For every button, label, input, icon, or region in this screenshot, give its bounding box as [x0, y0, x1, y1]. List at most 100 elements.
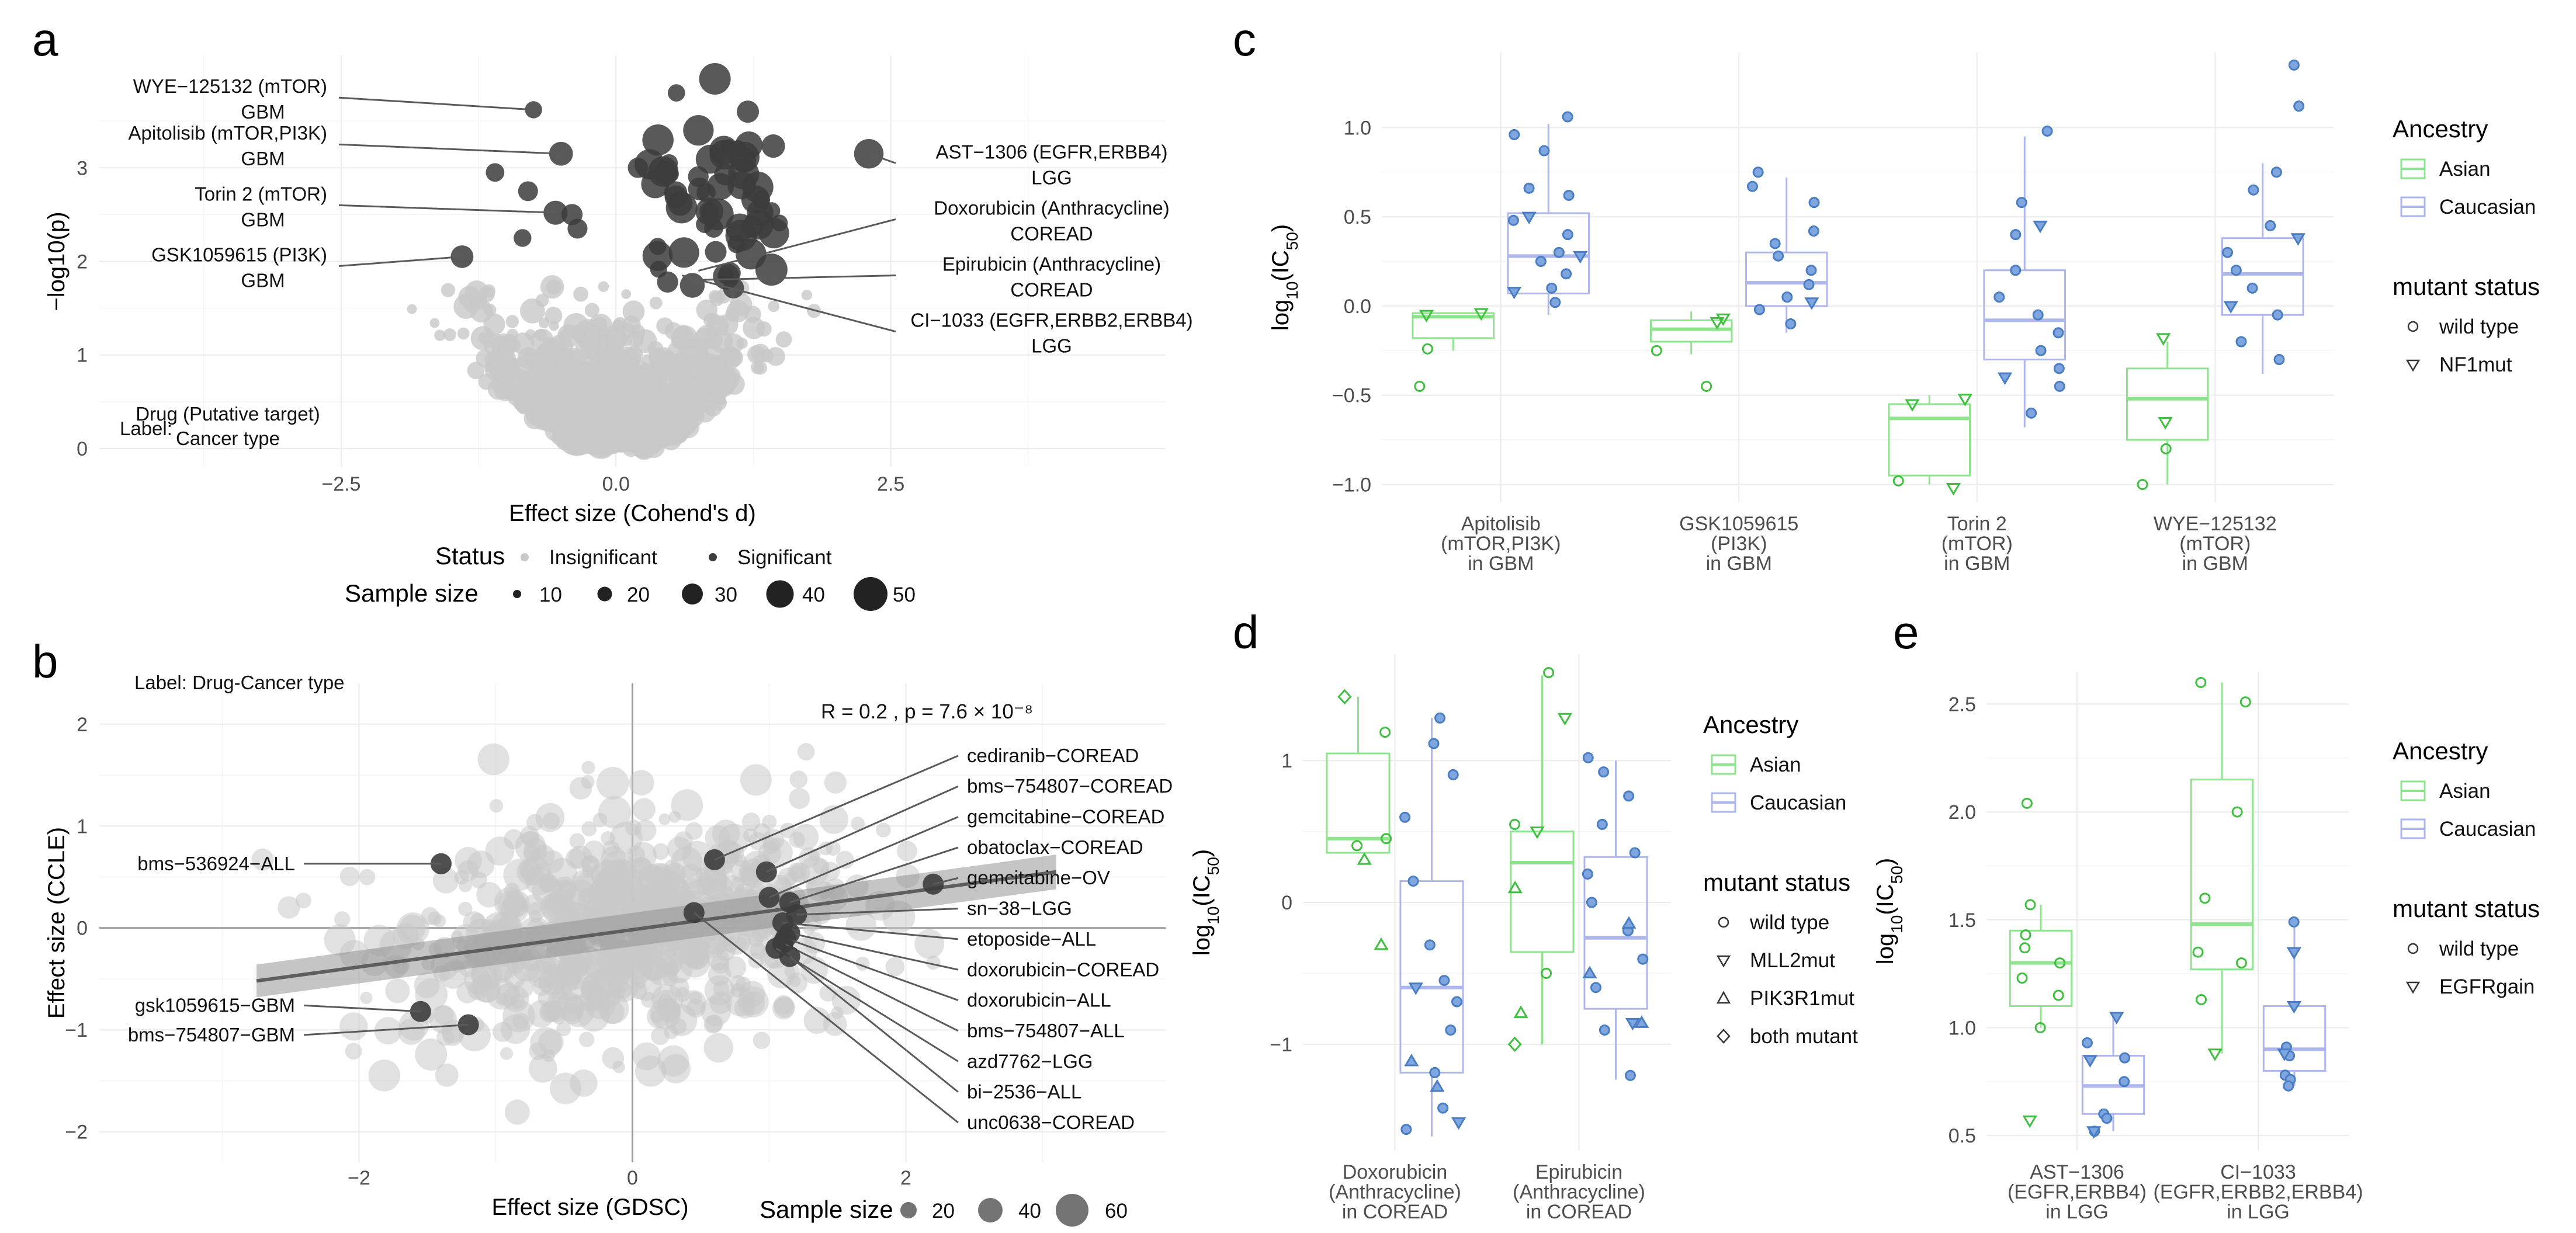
y-title-sub: 50 — [1204, 857, 1222, 875]
data-point-wildtype — [1429, 1067, 1441, 1078]
background-point — [398, 1018, 425, 1045]
insignificant-point — [602, 419, 617, 434]
legend-mutant-key — [1718, 916, 1729, 928]
data-point-wildtype — [2016, 972, 2028, 984]
y-tick-label: −0.5 — [1332, 385, 1371, 407]
y-tick-label: 2.0 — [1949, 801, 1976, 824]
significant-point — [657, 271, 678, 293]
point-label-cancer: GBM — [241, 270, 285, 291]
background-point — [551, 899, 570, 918]
significant-point — [761, 134, 785, 158]
insignificant-point — [573, 353, 599, 378]
panel-letter-b: b — [32, 635, 58, 687]
data-point-wildtype — [2235, 336, 2247, 348]
data-point-wildtype — [1753, 304, 1765, 315]
background-point — [897, 840, 917, 862]
data-point-wildtype — [1803, 279, 1815, 290]
background-point — [339, 866, 360, 887]
y-tick-label: 0 — [77, 438, 88, 460]
y-tick-label: 3 — [77, 157, 88, 179]
data-point-wildtype — [1414, 380, 1426, 392]
data-point-mut-up — [1634, 1015, 1649, 1028]
y-axis-title: −log10(p) — [44, 211, 70, 311]
background-point — [415, 1038, 448, 1071]
panel-c: −1.0−0.50.00.51.0log10(IC50)Apitolisib(m… — [1268, 53, 2540, 575]
background-point — [656, 989, 677, 1011]
insignificant-point — [696, 299, 717, 321]
legend-status-label: Significant — [737, 546, 832, 569]
x-category-label: (EGFR,ERBB4) — [2008, 1181, 2147, 1203]
data-point-wildtype — [1424, 939, 1436, 951]
box-body — [1583, 856, 1648, 1010]
background-point — [556, 1021, 571, 1036]
x-category-label: in GBM — [1944, 553, 2010, 575]
legend-size-key — [766, 580, 794, 608]
background-point — [251, 848, 274, 871]
data-point-wildtype — [1447, 769, 1459, 780]
legend-ancestry-label: Asian — [1750, 753, 1801, 776]
legend-mutant-title: mutant status — [2393, 895, 2540, 922]
background-point — [569, 833, 585, 849]
data-point-wildtype — [1563, 189, 1575, 201]
data-point-mut-up — [1374, 937, 1389, 950]
legend-mutant-label: wild type — [2439, 315, 2519, 338]
insignificant-point — [670, 405, 693, 428]
legend-mutant-label: both mutant — [1750, 1025, 1858, 1048]
box-body — [1983, 269, 2067, 361]
insignificant-point — [604, 402, 626, 424]
legend-size-label: 50 — [893, 583, 916, 606]
background-point — [504, 1099, 530, 1125]
insignificant-point — [620, 356, 639, 375]
y-tick-label: 0.0 — [1344, 296, 1371, 318]
background-point — [632, 798, 656, 821]
insignificant-point — [545, 307, 563, 325]
data-point-wildtype — [2041, 125, 2053, 137]
insignificant-point — [768, 300, 779, 312]
data-point-both — [1337, 689, 1352, 705]
data-point-wildtype — [2288, 59, 2300, 71]
data-point-mut-down — [1957, 394, 1972, 407]
data-point-wildtype — [2222, 246, 2234, 258]
insignificant-point — [743, 317, 765, 339]
legend-ancestry-title: Ancestry — [2393, 115, 2488, 143]
x-axis-title: Effect size (GDSC) — [491, 1194, 688, 1220]
leader-line — [681, 275, 896, 333]
y-tick-label: 2 — [77, 251, 88, 273]
background-point — [789, 770, 807, 789]
background-point — [493, 1022, 513, 1042]
insignificant-point — [690, 402, 700, 412]
data-point-wildtype — [1808, 225, 1819, 237]
x-tick-label: 0.0 — [602, 473, 630, 495]
y-tick-label: 0.5 — [1949, 1125, 1976, 1147]
insignificant-point — [494, 378, 517, 401]
data-point-mut-up — [1430, 1079, 1445, 1092]
data-point-wildtype — [2010, 229, 2022, 241]
data-point-wildtype — [1598, 766, 1610, 778]
background-point — [753, 823, 771, 840]
point-label-cancer: COREAD — [1010, 223, 1093, 244]
leader-line — [338, 143, 561, 155]
background-point — [577, 999, 610, 1032]
leader-line — [789, 846, 959, 904]
box-body — [2190, 779, 2254, 971]
data-point-wildtype — [2231, 806, 2243, 818]
leader-line — [338, 255, 462, 268]
data-point-wildtype — [1509, 818, 1521, 830]
leader-line — [782, 942, 959, 1032]
insignificant-point — [576, 322, 600, 346]
x-category-label: (mTOR) — [1941, 533, 2013, 555]
insignificant-point — [478, 286, 495, 303]
data-point-wildtype — [1381, 833, 1392, 845]
insignificant-point — [559, 392, 570, 403]
data-point-mut-up — [1404, 1054, 1419, 1067]
x-tick-label: −2 — [348, 1167, 370, 1189]
data-point-wildtype — [1351, 840, 1363, 852]
data-point-wildtype — [2054, 380, 2065, 392]
leader-line — [766, 785, 959, 873]
insignificant-point — [775, 331, 792, 348]
data-point-wildtype — [2199, 892, 2211, 904]
significant-point — [688, 177, 711, 201]
legend-mutant-label: MLL2mut — [1750, 949, 1835, 972]
insignificant-point — [483, 303, 497, 317]
legend-mutant-key — [1717, 1029, 1731, 1044]
